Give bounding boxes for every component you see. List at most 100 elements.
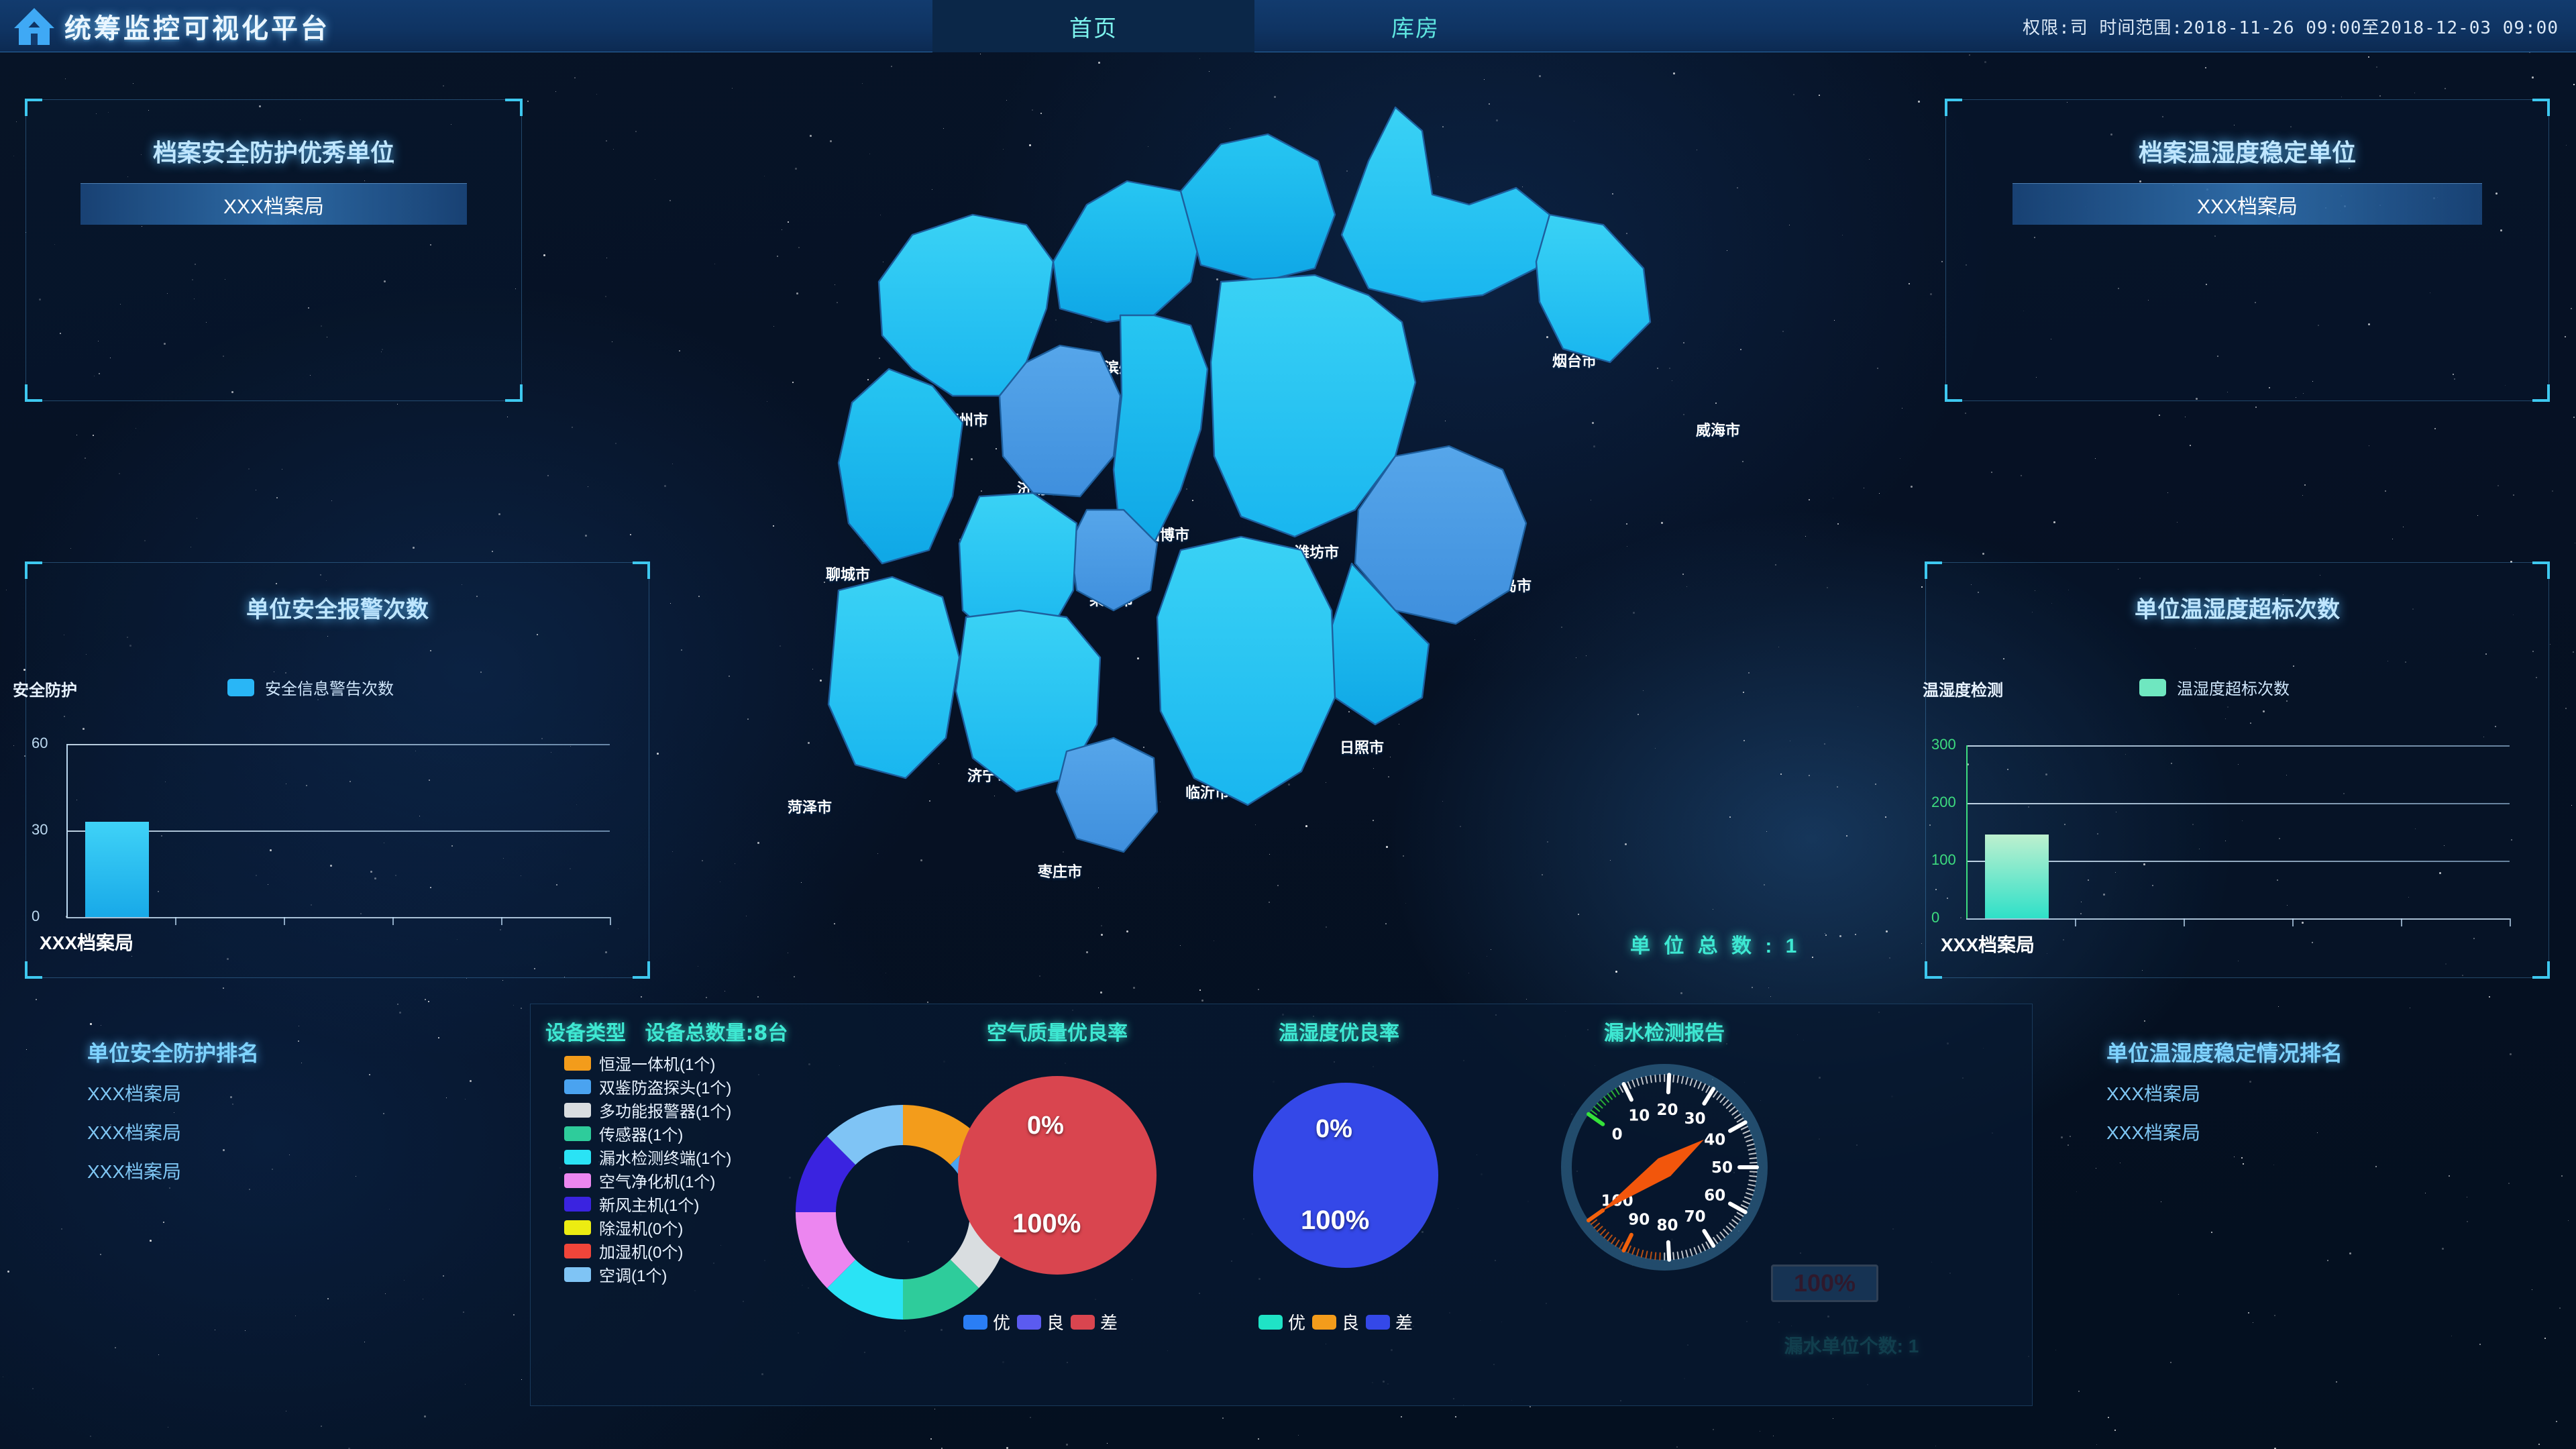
air-quality-bottom-pct: 100% — [1012, 1209, 1081, 1238]
chart-title-security-alarm: 单位安全报警次数 — [246, 596, 429, 623]
device-legend-item[interactable]: 传感器(1个) — [564, 1122, 731, 1145]
temp-humidity-legend-swatch — [1366, 1314, 1391, 1330]
bar-XXX档案局[interactable] — [1985, 835, 2049, 918]
device-legend-item[interactable]: 空气净化机(1个) — [564, 1169, 731, 1192]
plot-humidity-exceed: 0 100 200 300 — [1931, 736, 2511, 926]
device-label: 多功能报警器(1个) — [599, 1103, 732, 1121]
device-legend-list: 恒湿一体机(1个) 双鉴防盗探头(1个) 多功能报警器(1个) 传感器(1个) 漏水检测… — [564, 1051, 731, 1286]
temp-humidity-legend: 优良差 — [1258, 1309, 1413, 1334]
temp-humidity-legend-item[interactable]: 优 — [1258, 1309, 1305, 1334]
panel-title-excellent-security: 档案安全防护优秀单位 — [152, 140, 394, 167]
gauge-tick-label: 70 — [1684, 1208, 1706, 1226]
y-tick-label: 0 — [32, 908, 40, 924]
y-tick-label: 0 — [1931, 909, 1940, 926]
temp-humidity-legend-label: 差 — [1395, 1313, 1413, 1333]
temp-humidity-legend-item[interactable]: 差 — [1366, 1309, 1413, 1334]
ranking-title-humidity: 单位温湿度稳定情况排名 — [2106, 1040, 2343, 1066]
device-swatch — [564, 1243, 591, 1258]
grid-line — [1966, 861, 2510, 862]
device-legend-item[interactable]: 除湿机(0个) — [564, 1216, 731, 1239]
legend-label-humidity: 温湿度超标次数 — [2177, 680, 2290, 698]
x-axis — [1966, 918, 2510, 920]
donut-slice[interactable] — [903, 1105, 979, 1165]
temp-humidity-pie[interactable] — [1252, 1081, 1440, 1269]
device-swatch — [564, 1055, 591, 1071]
map-label-日照市: 日照市 — [1339, 739, 1385, 756]
device-swatch — [564, 1220, 591, 1235]
y-tick-label: 300 — [1931, 736, 1956, 753]
device-legend-item[interactable]: 多功能报警器(1个) — [564, 1098, 731, 1122]
donut-slice[interactable] — [826, 1105, 903, 1165]
legend-humidity-exceed: 温湿度超标次数 — [2139, 676, 2290, 699]
gauge-tick-label: 20 — [1656, 1102, 1678, 1119]
panel-bottom-dashboard: 设备类型 设备总数量:8台 恒湿一体机(1个) 双鉴防盗探头(1个) 多功能报警器(… — [530, 1004, 2033, 1406]
device-legend-item[interactable]: 双鉴防盗探头(1个) — [564, 1075, 731, 1098]
tab-home[interactable]: 首页 — [932, 0, 1254, 52]
temp-humidity-legend-item[interactable]: 良 — [1312, 1309, 1359, 1334]
gauge-tick-label: 80 — [1656, 1217, 1678, 1234]
x-tick — [392, 917, 394, 925]
tab-warehouse[interactable]: 库房 — [1391, 15, 1440, 42]
panel-stable-humidity-unit: 档案温湿度稳定单位 XXX档案局 — [1945, 99, 2550, 402]
device-label: 除湿机(0个) — [599, 1220, 684, 1238]
device-legend-item[interactable]: 漏水检测终端(1个) — [564, 1145, 731, 1169]
app-header: 统筹监控可视化平台 首页 库房 权限:司 时间范围:2018-11-26 09:… — [0, 0, 2576, 52]
grid-line — [66, 830, 610, 832]
device-legend-item[interactable]: 加湿机(0个) — [564, 1239, 731, 1263]
donut-slice[interactable] — [826, 1259, 903, 1320]
temp-humidity-title: 温湿度优良率 — [1279, 1022, 1399, 1045]
x-tick — [2292, 918, 2294, 926]
map-label-威海市: 威海市 — [1695, 422, 1741, 439]
panel-security-ranking: 单位安全防护排名 XXX档案局 XXX档案局 XXX档案局 — [87, 1036, 503, 1318]
air-quality-legend-item[interactable]: 优 — [963, 1309, 1010, 1334]
temp-humidity-legend-label: 良 — [1342, 1313, 1360, 1333]
leak-detection-gauge[interactable]: 0102030405060708090100 — [1554, 1057, 1775, 1271]
map-label-聊城市: 聊城市 — [825, 566, 871, 583]
air-quality-legend-item[interactable]: 良 — [1017, 1309, 1064, 1334]
x-tick — [2510, 918, 2511, 926]
device-swatch — [564, 1149, 591, 1165]
legend-swatch-humidity — [2139, 678, 2166, 696]
donut-slice[interactable] — [796, 1212, 856, 1289]
ranking-humidity-row: XXX档案局 — [2106, 1083, 2201, 1104]
air-quality-legend-item[interactable]: 差 — [1071, 1309, 1118, 1334]
axis-name-humidity: 温湿度检测 — [1923, 682, 2003, 700]
donut-slice[interactable] — [903, 1259, 979, 1320]
device-swatch — [564, 1102, 591, 1118]
temp-humidity-legend-swatch — [1258, 1314, 1283, 1330]
device-swatch — [564, 1126, 591, 1141]
gauge-tick-label: 40 — [1704, 1131, 1725, 1148]
device-total-label: 设备总数量:8台 — [645, 1022, 788, 1045]
air-quality-legend: 优良差 — [963, 1309, 1118, 1334]
air-quality-legend-swatch — [1071, 1314, 1095, 1330]
device-swatch — [564, 1196, 591, 1212]
shandong-map[interactable] — [711, 80, 1784, 979]
temp-humidity-top-pct: 0% — [1316, 1115, 1352, 1143]
stable-humidity-unit-value: XXX档案局 — [2012, 183, 2483, 225]
air-quality-pie[interactable] — [957, 1075, 1158, 1276]
bar-XXX档案局[interactable] — [85, 822, 149, 917]
gauge-tick-label: 0 — [1612, 1126, 1623, 1144]
device-type-label: 设备类型 — [545, 1022, 626, 1045]
x-tick — [175, 917, 176, 925]
device-legend-item[interactable]: 空调(1个) — [564, 1263, 731, 1286]
x-axis — [66, 917, 610, 918]
ranking-security-row: XXX档案局 — [87, 1161, 182, 1182]
y-tick-label: 30 — [32, 821, 48, 838]
temp-humidity-legend-swatch — [1312, 1314, 1337, 1330]
device-legend-item[interactable]: 恒湿一体机(1个) — [564, 1051, 731, 1075]
unit-total-label: 单 位 总 数 : 1 — [1630, 935, 1801, 957]
gauge-tick-label: 50 — [1711, 1159, 1733, 1177]
plot-security-alarm: 0 30 60 — [32, 735, 611, 925]
donut-slice[interactable] — [796, 1136, 856, 1212]
grid-line — [66, 744, 610, 745]
device-legend-item[interactable]: 新风主机(1个) — [564, 1192, 731, 1216]
air-quality-legend-label: 优 — [993, 1313, 1011, 1333]
app-title: 统筹监控可视化平台 — [64, 13, 330, 44]
y-tick-label: 100 — [1931, 851, 1956, 868]
device-swatch — [564, 1173, 591, 1188]
device-label: 恒湿一体机(1个) — [599, 1056, 716, 1074]
gauge-needle — [1601, 1139, 1704, 1212]
device-label: 漏水检测终端(1个) — [599, 1150, 732, 1168]
device-label: 加湿机(0个) — [599, 1244, 684, 1262]
